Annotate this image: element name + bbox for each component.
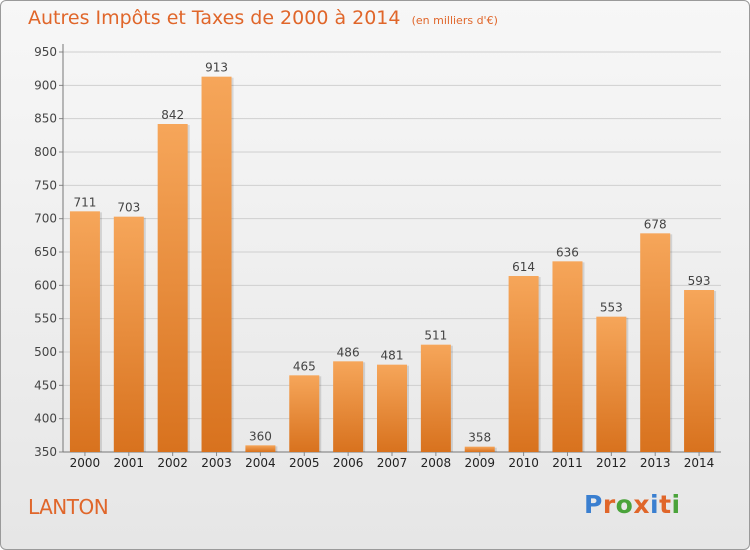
x-tick-label: 2008	[421, 456, 452, 470]
logo-letter: i	[650, 490, 660, 519]
bar-value-label: 358	[468, 431, 491, 445]
bar	[508, 276, 539, 452]
logo-letter: t	[659, 490, 672, 519]
bar	[69, 211, 100, 452]
x-tick-label: 2001	[114, 456, 145, 470]
chart-unit-label: (en milliers d'€)	[411, 14, 498, 27]
bar-value-label: 553	[600, 301, 623, 315]
bar	[289, 375, 320, 452]
bar	[420, 344, 451, 452]
y-tick-label: 350	[34, 445, 57, 459]
x-tick-label: 2005	[289, 456, 320, 470]
logo-letter: x	[633, 490, 650, 519]
bar-value-label: 711	[73, 195, 96, 209]
bar-value-label: 511	[424, 329, 447, 343]
bar-value-label: 465	[293, 359, 316, 373]
y-tick-label: 750	[34, 178, 57, 192]
bar-value-label: 481	[381, 349, 404, 363]
x-tick-label: 2010	[508, 456, 539, 470]
x-tick-label: 2011	[552, 456, 583, 470]
bar	[333, 361, 364, 452]
bar-value-label: 360	[249, 429, 272, 443]
x-tick-label: 2003	[201, 456, 232, 470]
bar	[157, 124, 188, 452]
bar	[113, 216, 144, 452]
x-tick-label: 2007	[377, 456, 408, 470]
bar-value-label: 913	[205, 61, 228, 75]
y-tick-label: 600	[34, 278, 57, 292]
commune-name: LANTON	[28, 495, 109, 519]
bar	[640, 233, 671, 452]
y-tick-label: 500	[34, 345, 57, 359]
y-tick-label: 950	[34, 45, 57, 59]
chart-title-text: Autres Impôts et Taxes de 2000 à 2014	[28, 7, 401, 29]
chart-title: Autres Impôts et Taxes de 2000 à 2014 (e…	[28, 7, 498, 29]
y-tick-label: 850	[34, 112, 57, 126]
proxiti-logo: Proxiti	[584, 490, 681, 519]
x-tick-label: 2014	[684, 456, 715, 470]
bar-value-label: 486	[337, 345, 360, 359]
y-tick-label: 450	[34, 378, 57, 392]
y-tick-label: 900	[34, 78, 57, 92]
bar-value-label: 593	[688, 274, 711, 288]
y-tick-label: 800	[34, 145, 57, 159]
bar-value-label: 678	[644, 217, 667, 231]
bar	[377, 364, 407, 452]
bar-value-label: 842	[161, 108, 184, 122]
x-tick-label: 2012	[596, 456, 627, 470]
y-tick-label: 650	[34, 245, 57, 259]
bar	[596, 316, 627, 452]
x-tick-label: 2006	[333, 456, 364, 470]
bar	[684, 290, 715, 452]
bar-value-label: 703	[117, 201, 140, 215]
bar	[464, 446, 495, 452]
x-tick-label: 2002	[157, 456, 188, 470]
y-tick-label: 700	[34, 212, 57, 226]
logo-letter: o	[615, 490, 634, 519]
logo-letter: i	[671, 490, 681, 519]
x-tick-label: 2004	[245, 456, 276, 470]
x-tick-label: 2000	[70, 456, 101, 470]
logo-letter: P	[584, 490, 603, 519]
bar	[201, 76, 232, 453]
y-tick-label: 550	[34, 312, 57, 326]
y-tick-label: 400	[34, 412, 57, 426]
bar	[245, 445, 276, 452]
bar-value-label: 614	[512, 260, 535, 274]
x-tick-label: 2013	[640, 456, 671, 470]
x-tick-label: 2009	[464, 456, 495, 470]
bar-value-label: 636	[556, 245, 579, 259]
logo-letter: r	[602, 490, 616, 519]
bar	[552, 261, 583, 452]
